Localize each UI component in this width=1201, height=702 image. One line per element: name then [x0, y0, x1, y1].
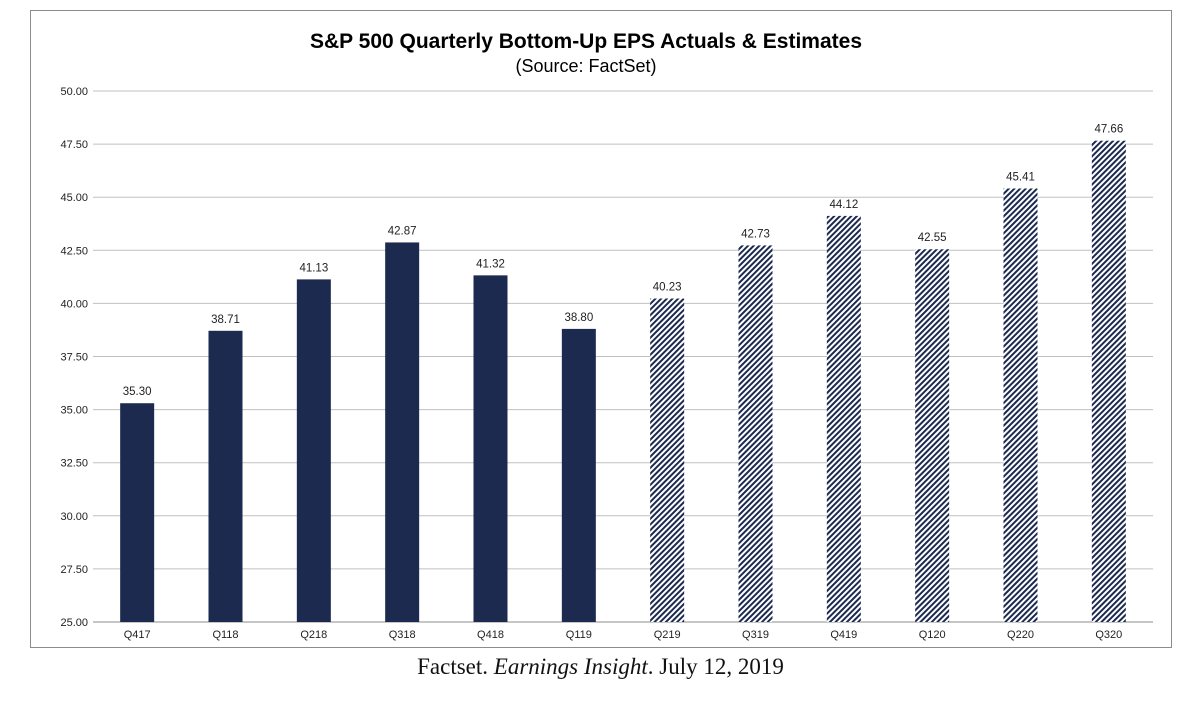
y-tick-label: 47.50 [60, 139, 88, 151]
y-tick-label: 37.50 [60, 352, 88, 364]
x-tick-label: Q218 [300, 629, 327, 641]
bar-estimate [1091, 140, 1126, 622]
bar-estimate [650, 298, 685, 622]
bar-actual [561, 328, 596, 622]
bar-actual [385, 242, 420, 622]
data-label: 38.71 [211, 314, 240, 326]
figure-caption: Factset. Earnings Insight. July 12, 2019 [0, 654, 1201, 680]
data-label: 40.23 [653, 282, 682, 294]
x-tick-label: Q318 [389, 629, 416, 641]
x-tick-label: Q118 [212, 629, 238, 641]
chart-title: S&P 500 Quarterly Bottom-Up EPS Actuals … [310, 30, 862, 53]
bar-chart: S&P 500 Quarterly Bottom-Up EPS Actuals … [60, 30, 1153, 641]
x-tick-label: Q319 [742, 629, 769, 641]
data-label: 42.73 [741, 228, 770, 240]
bar-actual [296, 279, 331, 622]
x-tick-label: Q418 [477, 629, 504, 641]
x-tick-label: Q120 [919, 629, 946, 641]
data-label: 42.55 [918, 232, 947, 244]
data-label: 41.13 [299, 262, 328, 274]
data-labels: 35.30 38.71 41.13 42.87 41.32 38.80 40.23 42.73… [123, 124, 1123, 399]
data-label: 45.41 [1006, 171, 1035, 183]
bar-estimate [1003, 188, 1038, 623]
y-tick-label: 35.00 [60, 405, 88, 417]
x-tick-label: Q219 [654, 629, 681, 641]
x-tick-label: Q417 [124, 629, 151, 641]
data-label: 38.80 [564, 312, 593, 324]
data-label: 42.87 [388, 225, 417, 237]
y-axis: 25.00 27.50 30.00 32.50 35.00 37.50 40.00 42.50… [60, 86, 88, 629]
gridlines [93, 90, 1153, 623]
x-axis: Q417 Q118 Q218 Q318 Q418 Q119 Q219 Q319 Q419 Q120… [124, 629, 1123, 641]
bar-actual [208, 330, 243, 622]
caption-date: . July 12, 2019 [647, 654, 784, 679]
bar-estimate [915, 249, 950, 622]
y-tick-label: 27.50 [60, 564, 88, 576]
y-tick-label: 45.00 [60, 192, 88, 204]
chart-subtitle: (Source: FactSet) [515, 56, 656, 76]
bar-estimate [826, 215, 861, 622]
y-tick-label: 40.00 [60, 298, 88, 310]
bar-estimate [738, 245, 773, 622]
bar-actual [473, 275, 508, 622]
data-label: 44.12 [829, 199, 858, 211]
y-tick-label: 32.50 [60, 458, 88, 470]
data-label: 41.32 [476, 258, 505, 270]
caption-publication: Earnings Insight [493, 654, 648, 679]
data-label: 47.66 [1094, 124, 1123, 136]
chart-frame: S&P 500 Quarterly Bottom-Up EPS Actuals … [30, 10, 1172, 648]
bars [120, 140, 1126, 623]
x-tick-label: Q220 [1007, 629, 1034, 641]
data-label: 35.30 [123, 386, 152, 398]
y-tick-label: 30.00 [60, 511, 88, 523]
y-tick-label: 25.00 [60, 617, 88, 629]
x-tick-label: Q320 [1095, 629, 1122, 641]
y-tick-label: 42.50 [60, 245, 88, 257]
bar-actual [120, 403, 155, 622]
x-tick-label: Q119 [566, 629, 592, 641]
x-tick-label: Q419 [830, 629, 857, 641]
y-tick-label: 50.00 [60, 86, 88, 98]
caption-source: Factset. [417, 654, 494, 679]
